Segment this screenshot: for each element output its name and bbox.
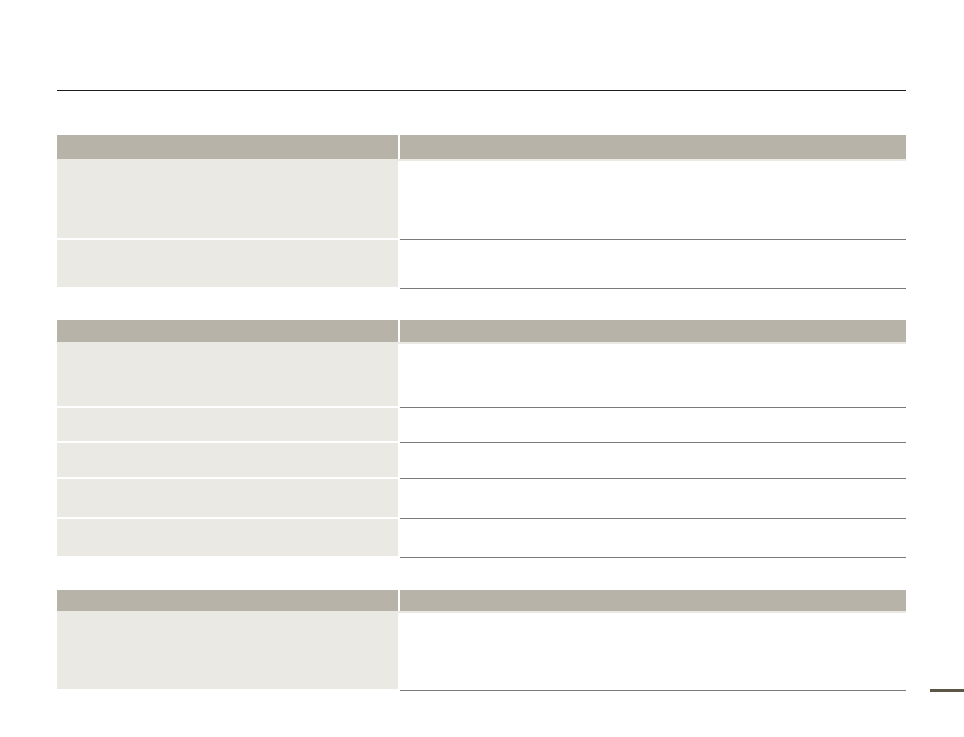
value-cell xyxy=(400,408,906,442)
header-cell-right xyxy=(400,320,906,342)
table-row xyxy=(57,344,906,408)
value-cell xyxy=(400,479,906,518)
table-row xyxy=(57,443,906,479)
label-cell xyxy=(57,519,400,558)
table-row xyxy=(57,240,906,289)
table-1 xyxy=(57,135,906,289)
label-cell xyxy=(57,479,400,519)
header-cell-left xyxy=(57,135,400,159)
table-header xyxy=(57,590,906,613)
value-cell xyxy=(400,519,906,557)
value-cell xyxy=(400,161,906,239)
table-row xyxy=(57,613,906,691)
label-cell xyxy=(57,613,400,691)
label-cell xyxy=(57,408,400,443)
label-cell xyxy=(57,240,400,289)
header-cell-right xyxy=(400,590,906,611)
value-cell xyxy=(400,613,906,690)
label-cell xyxy=(57,344,400,408)
value-cell xyxy=(400,344,906,407)
table-header xyxy=(57,320,906,344)
header-cell-left xyxy=(57,320,400,342)
header-cell-right xyxy=(400,135,906,159)
table-3 xyxy=(57,590,906,691)
page-number-marker xyxy=(930,689,964,692)
top-rule xyxy=(57,90,906,91)
table-row xyxy=(57,479,906,519)
table-row xyxy=(57,519,906,558)
value-cell xyxy=(400,443,906,478)
table-row xyxy=(57,161,906,240)
value-cell xyxy=(400,240,906,288)
table-row xyxy=(57,408,906,443)
label-cell xyxy=(57,443,400,479)
label-cell xyxy=(57,161,400,240)
table-header xyxy=(57,135,906,161)
header-cell-left xyxy=(57,590,400,611)
table-2 xyxy=(57,320,906,558)
